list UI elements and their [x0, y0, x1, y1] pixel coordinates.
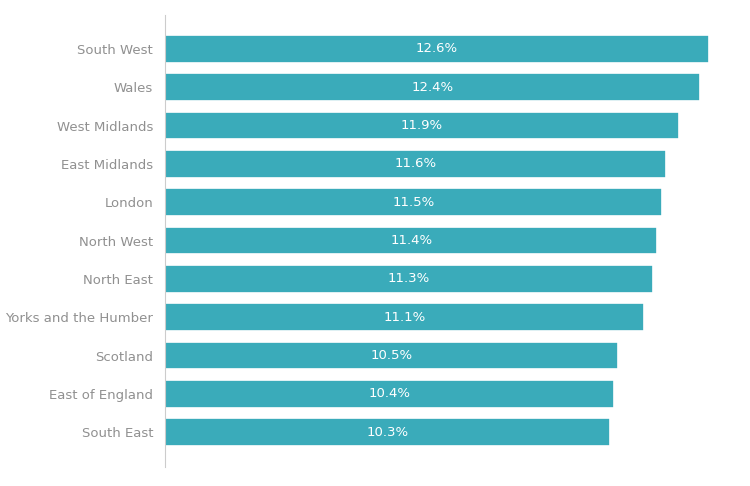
Text: 10.3%: 10.3%	[366, 426, 409, 439]
Text: 11.4%: 11.4%	[390, 234, 432, 247]
Text: 10.4%: 10.4%	[368, 387, 410, 400]
Bar	[165, 150, 666, 178]
Text: 11.5%: 11.5%	[392, 196, 434, 209]
Bar	[165, 189, 662, 216]
Bar	[165, 35, 709, 63]
Bar	[165, 265, 653, 293]
Text: 11.3%: 11.3%	[388, 272, 430, 285]
Bar	[165, 112, 679, 139]
Bar	[165, 303, 644, 331]
Bar	[165, 227, 657, 254]
Text: 11.1%: 11.1%	[383, 311, 426, 324]
Bar	[165, 380, 614, 408]
Text: 12.4%: 12.4%	[412, 81, 454, 94]
Bar	[165, 73, 701, 101]
Text: 11.9%: 11.9%	[400, 119, 443, 132]
Bar	[165, 418, 610, 446]
Text: 12.6%: 12.6%	[416, 42, 458, 55]
Text: 10.5%: 10.5%	[370, 349, 413, 362]
Text: 11.6%: 11.6%	[394, 157, 436, 171]
Bar	[165, 342, 619, 369]
